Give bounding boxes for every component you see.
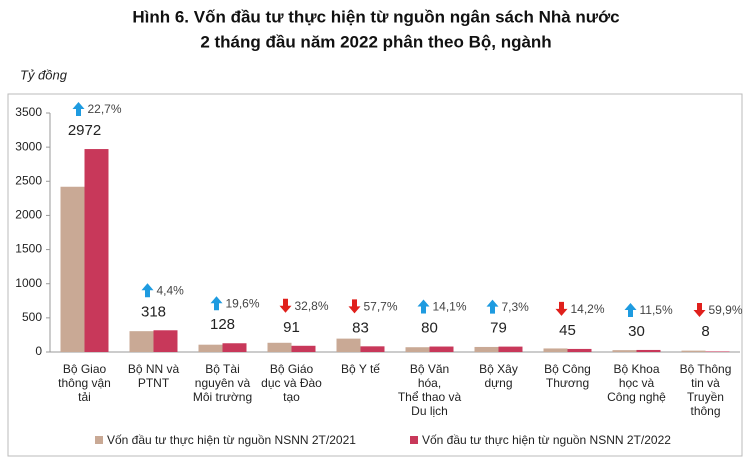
change-label: 22,7% bbox=[88, 102, 122, 116]
bar bbox=[291, 345, 316, 352]
x-tick-label: Bộ Văn bbox=[410, 362, 449, 376]
change-arrow bbox=[210, 296, 223, 311]
value-label: 8 bbox=[701, 323, 709, 340]
x-tick-label: tin và bbox=[691, 376, 720, 390]
change-arrow bbox=[279, 298, 292, 313]
x-tick-label: Thương bbox=[546, 376, 589, 390]
x-tick-label: Bộ NN và bbox=[128, 362, 180, 376]
x-tick-label: Bộ Xây bbox=[479, 362, 518, 376]
bar bbox=[543, 348, 568, 352]
bar bbox=[267, 342, 292, 352]
change-arrow bbox=[555, 301, 568, 316]
chart-title: 2 tháng đầu năm 2022 phân theo Bộ, ngành bbox=[200, 32, 551, 51]
value-label: 30 bbox=[628, 323, 645, 340]
x-tick-label: Bộ Công bbox=[544, 362, 591, 376]
x-tick-label: tạo bbox=[283, 390, 300, 404]
x-tick-label: Bộ Giáo bbox=[270, 362, 314, 376]
bar bbox=[84, 149, 109, 352]
value-label: 83 bbox=[352, 319, 369, 336]
value-label: 80 bbox=[421, 320, 438, 337]
change-arrow bbox=[72, 102, 85, 117]
x-tick-label: Bộ Khoa bbox=[613, 362, 659, 376]
value-label: 2972 bbox=[68, 122, 101, 139]
x-tick-label: Truyền bbox=[687, 390, 724, 404]
y-tick-label: 500 bbox=[22, 310, 42, 324]
change-arrow bbox=[348, 299, 361, 314]
x-tick-label: Công nghệ bbox=[607, 390, 666, 404]
y-tick-label: 0 bbox=[35, 344, 42, 358]
change-label: 19,6% bbox=[226, 296, 260, 310]
change-arrow bbox=[624, 302, 637, 317]
bar bbox=[612, 350, 637, 352]
x-tick-label: dục và Đào bbox=[261, 376, 322, 390]
change-arrow bbox=[486, 299, 499, 314]
bar bbox=[636, 349, 661, 352]
bar bbox=[153, 330, 178, 352]
chart-title: Hình 6. Vốn đầu tư thực hiện từ nguồn ng… bbox=[132, 7, 619, 26]
bar bbox=[198, 344, 223, 352]
change-arrow bbox=[693, 303, 706, 317]
change-label: 11,5% bbox=[640, 303, 673, 317]
x-tick-label: dựng bbox=[484, 376, 512, 390]
x-tick-label: hóa, bbox=[418, 376, 441, 390]
bar bbox=[681, 350, 706, 352]
x-tick-label: Du lịch bbox=[411, 404, 448, 418]
legend-label: Vốn đầu tư thực hiện từ nguồn NSNN 2T/20… bbox=[107, 433, 356, 447]
change-label: 59,9% bbox=[709, 303, 743, 317]
x-tick-label: tải bbox=[78, 390, 91, 404]
x-tick-label: nguyên và bbox=[195, 376, 251, 390]
legend-swatch bbox=[95, 436, 103, 444]
change-label: 32,8% bbox=[295, 299, 329, 313]
x-tick-label: Bộ Y tế bbox=[341, 362, 380, 376]
value-label: 91 bbox=[283, 319, 300, 336]
bar bbox=[567, 348, 592, 352]
x-tick-label: thông bbox=[690, 404, 720, 418]
bar bbox=[429, 346, 454, 352]
change-label: 4,4% bbox=[157, 283, 185, 297]
value-label: 45 bbox=[559, 322, 576, 339]
x-tick-label: Thể thao và bbox=[398, 390, 462, 404]
bar bbox=[129, 331, 154, 352]
change-label: 14,2% bbox=[571, 302, 605, 316]
y-tick-label: 3000 bbox=[15, 139, 42, 153]
y-tick-label: 3500 bbox=[15, 105, 42, 119]
bar bbox=[405, 347, 430, 352]
x-tick-label: thông vận bbox=[58, 376, 111, 390]
bar bbox=[705, 351, 730, 352]
x-tick-label: Bộ Tài bbox=[205, 362, 239, 376]
y-tick-label: 1000 bbox=[15, 276, 42, 290]
legend-label: Vốn đầu tư thực hiện từ nguồn NSNN 2T/20… bbox=[422, 433, 671, 447]
change-arrow bbox=[141, 283, 154, 298]
y-tick-label: 1500 bbox=[15, 242, 42, 256]
x-tick-label: Môi trường bbox=[193, 390, 252, 404]
y-unit: Tỷ đồng bbox=[20, 67, 68, 82]
legend-swatch bbox=[410, 436, 418, 444]
value-label: 318 bbox=[141, 303, 166, 320]
bar bbox=[60, 186, 85, 352]
bar bbox=[474, 346, 499, 352]
bar bbox=[222, 343, 247, 352]
x-tick-label: Bộ Thông bbox=[680, 362, 732, 376]
change-label: 14,1% bbox=[433, 300, 467, 314]
x-tick-label: Bộ Giao bbox=[63, 362, 107, 376]
x-tick-label: PTNT bbox=[138, 376, 170, 390]
y-tick-label: 2000 bbox=[15, 208, 42, 222]
change-label: 57,7% bbox=[364, 300, 398, 314]
change-label: 7,3% bbox=[502, 300, 530, 314]
bar bbox=[336, 338, 361, 352]
change-arrow bbox=[417, 299, 430, 314]
x-tick-label: học và bbox=[619, 376, 655, 390]
value-label: 128 bbox=[210, 316, 235, 333]
y-tick-label: 2500 bbox=[15, 173, 42, 187]
chart-frame bbox=[7, 93, 743, 457]
bar bbox=[360, 346, 385, 352]
bar bbox=[498, 346, 523, 352]
value-label: 79 bbox=[490, 320, 507, 337]
